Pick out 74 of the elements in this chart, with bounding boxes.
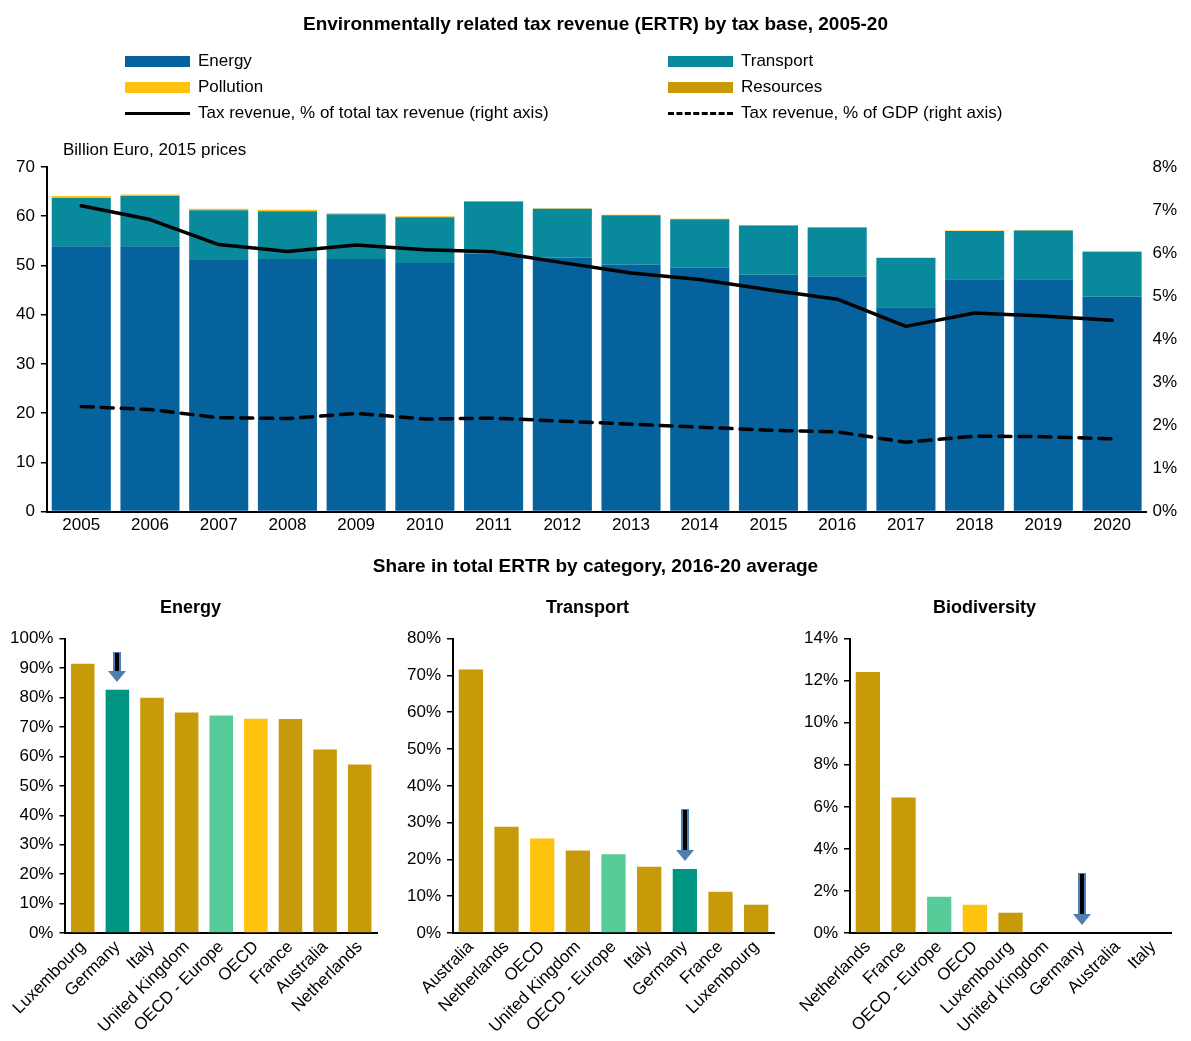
- y-tick-label: 4%: [813, 838, 839, 858]
- x-tick-label: 2017: [887, 515, 925, 535]
- y2-tick-label: 5%: [1152, 285, 1178, 305]
- x-tick-label: 2013: [612, 515, 650, 535]
- x-tick-label: 2012: [543, 515, 582, 535]
- legend-label: Pollution: [198, 77, 264, 97]
- y-axis-title: Billion Euro, 2015 prices: [63, 140, 247, 160]
- y2-tick-label: 0%: [1152, 501, 1178, 521]
- legend-label: Tax revenue, % of GDP (right axis): [741, 103, 1003, 123]
- y-tick-label: 0: [25, 501, 35, 521]
- y-tick-label: 80%: [19, 687, 54, 707]
- y-tick-label: 10%: [406, 885, 442, 905]
- x-tick-label: 2006: [131, 515, 169, 535]
- chart-title: Energy: [159, 596, 222, 617]
- y2-tick-label: 4%: [1152, 328, 1178, 348]
- y-tick-label: 6%: [813, 796, 839, 816]
- y-tick-label: 0%: [28, 922, 54, 942]
- legend-label: Energy: [198, 51, 252, 71]
- y-tick-label: 20%: [406, 849, 442, 869]
- y-tick-label: 10: [15, 452, 35, 472]
- y-tick-label: 50%: [406, 738, 442, 758]
- y-tick-label: 30%: [406, 812, 442, 832]
- x-tick-label: 2011: [475, 515, 512, 535]
- x-tick-label: 2009: [337, 515, 376, 535]
- y-tick-label: 50: [15, 255, 35, 275]
- y-tick-label: 70%: [19, 716, 54, 736]
- y2-tick-label: 6%: [1152, 242, 1178, 262]
- y2-tick-label: 1%: [1152, 458, 1178, 478]
- y-tick-label: 20: [15, 402, 35, 422]
- chart-title: Transport: [545, 596, 630, 617]
- x-tick-label: 2014: [680, 515, 719, 535]
- y-tick-label: 12%: [803, 670, 839, 690]
- x-tick-label: 2020: [1093, 515, 1131, 535]
- y-tick-label: 40: [15, 304, 35, 324]
- x-tick-label: 2019: [1024, 515, 1063, 535]
- x-tick-label: 2018: [955, 515, 994, 535]
- y-tick-label: 0%: [416, 922, 442, 942]
- chart-title: Environmentally related tax revenue (ERTR) by tax base, 2005-20: [302, 13, 889, 35]
- y-tick-label: 60%: [19, 746, 54, 766]
- legend-label: Transport: [741, 51, 814, 71]
- y-tick-label: 30%: [19, 834, 54, 854]
- y-tick-label: 14%: [803, 628, 839, 648]
- y-tick-label: 40%: [406, 775, 442, 795]
- chart-title: Biodiversity: [932, 596, 1037, 617]
- y-tick-label: 50%: [19, 775, 54, 795]
- y-tick-label: 8%: [813, 754, 839, 774]
- x-tick-label: 2010: [405, 515, 444, 535]
- y-tick-label: 80%: [406, 628, 442, 648]
- y-tick-label: 70%: [406, 665, 442, 685]
- x-tick-label: 2016: [818, 515, 857, 535]
- x-tick-label: 2015: [749, 515, 788, 535]
- y-tick-label: 30: [15, 353, 35, 373]
- y2-tick-label: 3%: [1152, 372, 1178, 392]
- x-tick-label: Italy: [1123, 936, 1160, 973]
- y-tick-label: 70: [15, 156, 35, 176]
- x-tick-label: 2007: [199, 515, 238, 535]
- x-tick-label: 2005: [62, 515, 101, 535]
- y2-tick-label: 2%: [1152, 415, 1178, 435]
- y-tick-label: 10%: [803, 712, 839, 732]
- y-tick-label: 60%: [406, 701, 442, 721]
- y-tick-label: 100%: [10, 628, 54, 648]
- y-tick-label: 60: [15, 205, 35, 225]
- y-tick-label: 10%: [19, 893, 54, 913]
- y2-tick-label: 8%: [1152, 156, 1178, 176]
- text: Share in total ERTR by category, 2016-20 average: [371, 555, 820, 577]
- y-tick-label: 0%: [813, 922, 839, 942]
- y-tick-label: 40%: [19, 804, 54, 824]
- legend-label: Tax revenue, % of total tax revenue (right axis): [198, 103, 549, 123]
- y-tick-label: 2%: [813, 880, 839, 900]
- y-tick-label: 90%: [19, 657, 54, 677]
- y2-tick-label: 7%: [1152, 199, 1178, 219]
- x-tick-label: 2008: [268, 515, 307, 535]
- y-tick-label: 20%: [19, 863, 54, 883]
- legend-label: Resources: [741, 77, 823, 97]
